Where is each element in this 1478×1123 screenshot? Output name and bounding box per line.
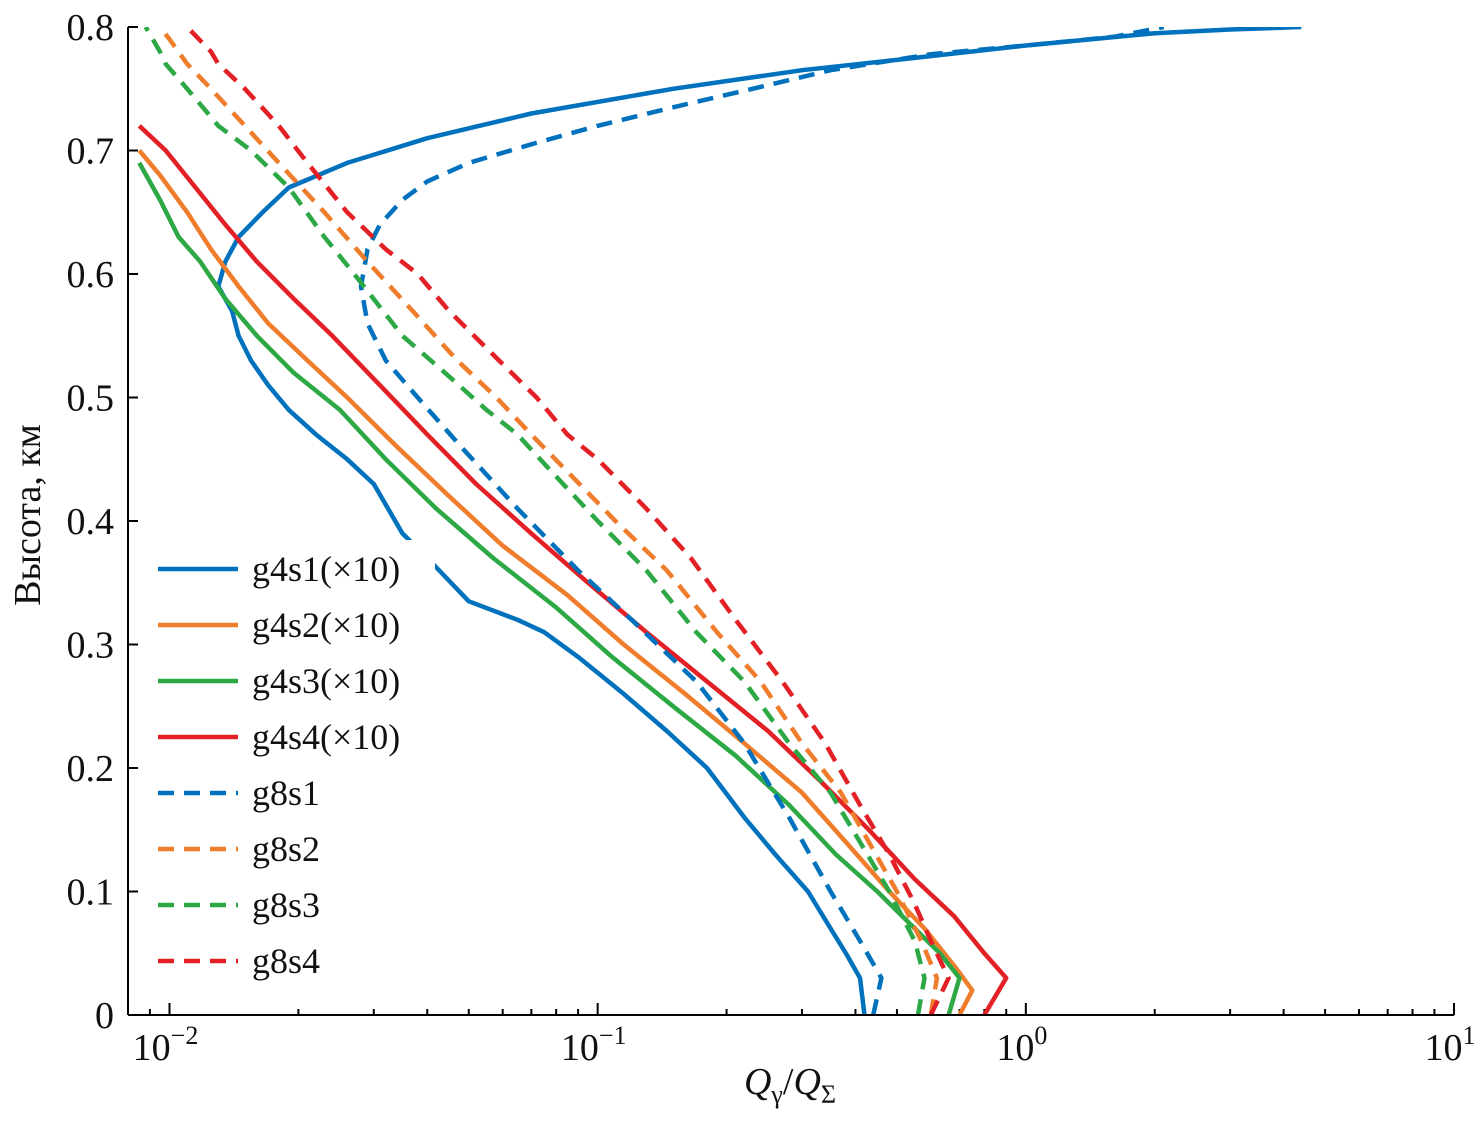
y-tick-label-3: 0.3 — [67, 625, 115, 667]
x-tick-label-1: 10−1 — [561, 1021, 627, 1069]
x-label-q1: Q — [744, 1061, 771, 1103]
x-tick-label-3: 101 — [1425, 1021, 1476, 1069]
y-tick-labels: 0 0.1 0.2 0.3 0.4 0.5 0.6 0.7 0.8 — [67, 7, 115, 1037]
legend-label-3: g4s4(×10) — [252, 717, 400, 757]
tick-marks — [127, 26, 1455, 1016]
series-line-g8s4 — [185, 27, 951, 1015]
legend-label-5: g8s2 — [252, 829, 320, 869]
legend-label-0: g4s1(×10) — [252, 549, 400, 589]
x-label-sub2: Σ — [821, 1080, 836, 1109]
y-tick-label-4: 0.4 — [67, 501, 115, 543]
y-axis-label: Высота, км — [7, 424, 49, 606]
legend-label-1: g4s2(×10) — [252, 605, 400, 645]
legend-background — [150, 540, 435, 992]
x-tick-labels: 10−2 10−1 100 101 — [133, 1021, 1476, 1069]
x-label-sub1: γ — [770, 1080, 783, 1109]
x-tick-label-0: 10−2 — [133, 1021, 199, 1069]
series-line-g4s110 — [216, 27, 1302, 1015]
x-tick-label-2: 100 — [996, 1021, 1047, 1069]
legend-label-4: g8s1 — [252, 773, 320, 813]
legend-label-2: g4s3(×10) — [252, 661, 400, 701]
y-tick-label-5: 0.5 — [67, 378, 115, 420]
y-tick-label-6: 0.6 — [67, 254, 115, 296]
series-line-g8s1 — [358, 27, 1165, 1015]
y-tick-label-2: 0.2 — [67, 748, 115, 790]
x-label-slash: / — [783, 1061, 794, 1103]
series-line-g4s410 — [137, 124, 1009, 1015]
y-tick-label-8: 0.8 — [67, 7, 115, 49]
series-line-g8s2 — [158, 27, 940, 1015]
y-tick-label-7: 0.7 — [67, 131, 115, 173]
legend: g4s1(×10) g4s2(×10) g4s3(×10) g4s4(×10) g8s1… — [150, 540, 435, 992]
legend-label-7: g8s4 — [252, 941, 320, 981]
series-line-g4s310 — [137, 161, 962, 1015]
series-layer — [137, 27, 1302, 1015]
y-tick-label-0: 0 — [95, 995, 114, 1037]
series-line-g8s3 — [143, 27, 927, 1015]
y-tick-label-1: 0.1 — [67, 872, 115, 914]
x-axis-label: Qγ/QΣ — [744, 1061, 836, 1109]
x-label-q2: Q — [793, 1061, 820, 1103]
legend-label-6: g8s3 — [252, 885, 320, 925]
